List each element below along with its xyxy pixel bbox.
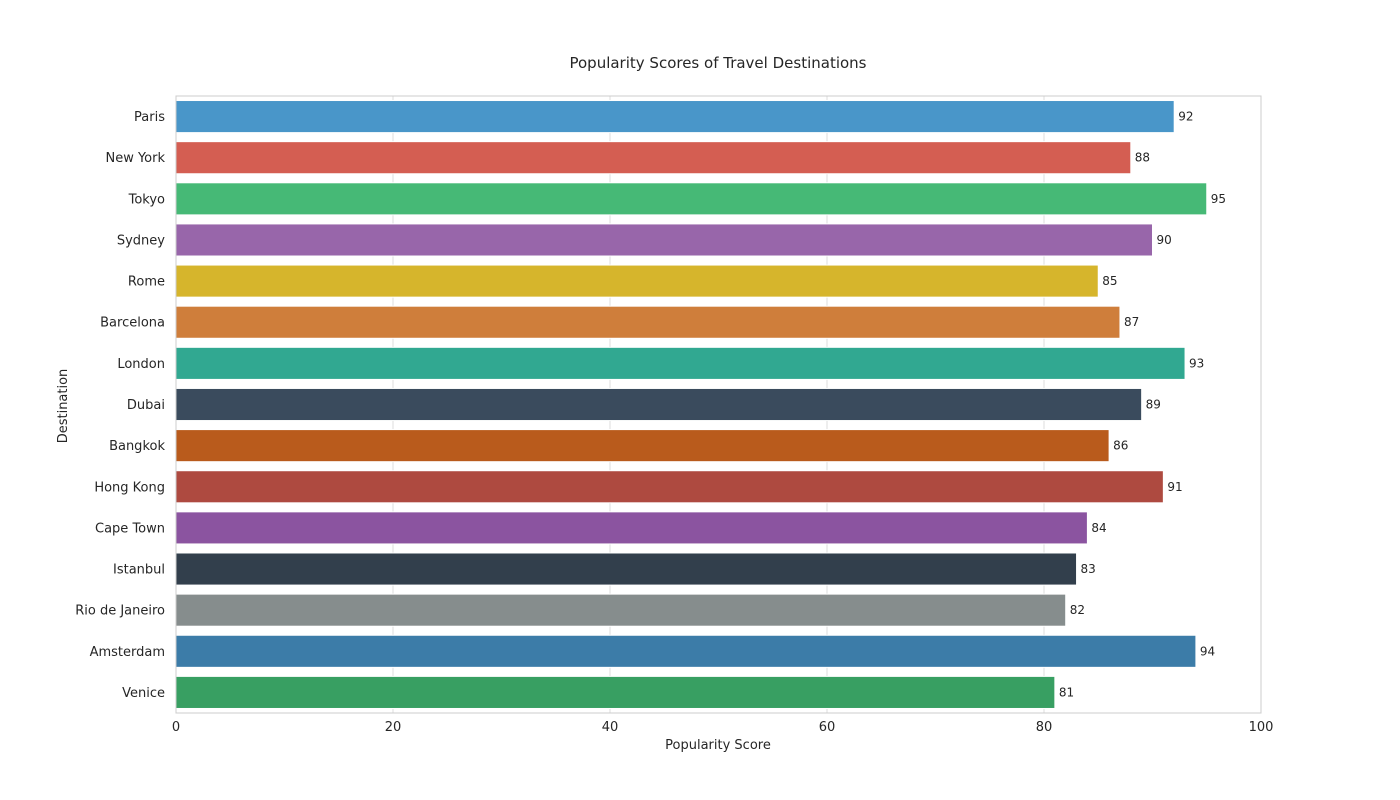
- bar: [175, 100, 1175, 134]
- bar: [175, 346, 1186, 380]
- bars: [175, 100, 1208, 709]
- x-tick-label: 40: [602, 720, 619, 735]
- y-tick-label: Sydney: [117, 233, 165, 248]
- y-tick-label: Cape Town: [95, 521, 165, 536]
- y-tick-label: Tokyo: [128, 192, 165, 207]
- y-tick-label: New York: [105, 151, 165, 166]
- bar: [175, 182, 1208, 216]
- y-tick-label: London: [117, 357, 165, 372]
- y-tick-label: Paris: [134, 110, 165, 125]
- value-labels: 92 88 95 90 85 87 93 89 86 91 84 83 82 94 81: [1059, 110, 1226, 700]
- y-tick-label: Bangkok: [109, 439, 165, 454]
- bar: [175, 387, 1143, 422]
- x-tick-label: 100: [1249, 720, 1274, 735]
- y-tick-label: Dubai: [127, 398, 165, 413]
- y-tick-label: Rio de Janeiro: [75, 604, 165, 619]
- bar: [175, 675, 1056, 709]
- data-label: 82: [1070, 603, 1085, 617]
- y-tick-label: Rome: [128, 275, 165, 290]
- bar: [175, 264, 1099, 298]
- data-label: 94: [1200, 644, 1215, 658]
- data-label: 86: [1113, 439, 1128, 453]
- data-label: 87: [1124, 315, 1139, 329]
- y-axis-label: Destination: [56, 369, 71, 444]
- bar: [175, 141, 1132, 175]
- chart-title: Popularity Scores of Travel Destinations: [569, 54, 866, 72]
- bar: [175, 429, 1110, 463]
- data-label: 95: [1211, 192, 1226, 206]
- x-tick-label: 0: [172, 720, 180, 735]
- data-label: 92: [1178, 110, 1193, 124]
- bar: [175, 511, 1088, 545]
- data-label: 85: [1102, 274, 1117, 288]
- data-label: 81: [1059, 685, 1074, 699]
- y-tick-label: Istanbul: [113, 563, 165, 578]
- x-tick-labels: 0 20 40 60 80 100: [172, 720, 1274, 735]
- x-tick-label: 20: [385, 720, 402, 735]
- data-label: 88: [1135, 151, 1150, 165]
- y-tick-label: Hong Kong: [94, 480, 165, 495]
- bar: [175, 593, 1067, 627]
- x-axis-label: Popularity Score: [665, 738, 771, 753]
- y-tick-label: Amsterdam: [90, 645, 165, 660]
- bar: [175, 305, 1121, 339]
- data-label: 89: [1146, 398, 1161, 412]
- y-tick-label: Venice: [122, 686, 165, 701]
- data-label: 83: [1081, 562, 1096, 576]
- data-label: 84: [1091, 521, 1106, 535]
- bar: [175, 223, 1153, 257]
- bar: [175, 470, 1164, 504]
- plot-frame: [175, 95, 1262, 714]
- y-tick-labels: Paris New York Tokyo Sydney Rome Barcelona Lon…: [75, 110, 165, 701]
- bar: [175, 552, 1078, 586]
- x-tick-label: 80: [1036, 720, 1053, 735]
- x-tick-label: 60: [819, 720, 836, 735]
- y-tick-label: Barcelona: [100, 316, 165, 331]
- bar: [175, 634, 1197, 668]
- data-label: 93: [1189, 356, 1204, 370]
- data-label: 91: [1167, 480, 1182, 494]
- data-label: 90: [1157, 233, 1172, 247]
